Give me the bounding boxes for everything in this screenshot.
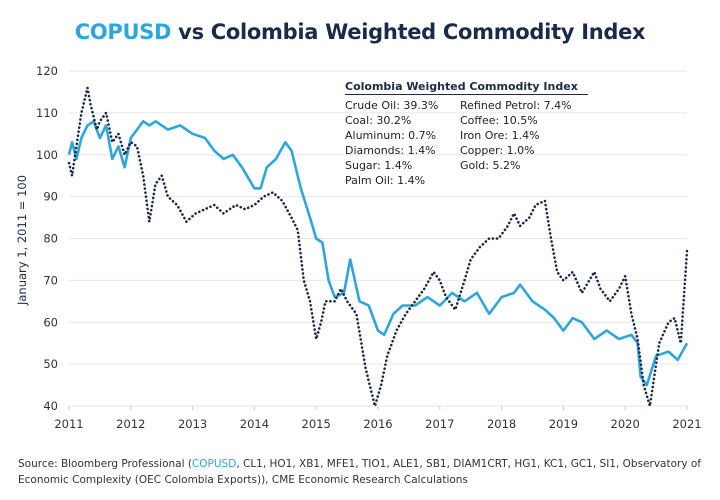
x-tick-label: 2011	[54, 417, 83, 431]
x-tick-label: 2013	[178, 417, 207, 431]
legend-item: Diamonds: 1.4%	[345, 144, 436, 157]
chart-title: COPUSD vs Colombia Weighted Commodity In…	[0, 20, 720, 44]
x-tick-label: 2019	[549, 417, 578, 431]
legend-item: Crude Oil: 39.3%	[345, 99, 439, 112]
x-tick-label: 2015	[302, 417, 331, 431]
y-tick-label: 60	[43, 315, 58, 329]
legend-item: Coffee: 10.5%	[460, 114, 538, 127]
y-tick-label: 110	[36, 106, 58, 120]
legend-item: Iron Ore: 1.4%	[460, 129, 540, 142]
x-axis-ticks: 2011 2012 2013 2014 2015 2016 2017 2018 2019 2020…	[54, 406, 702, 431]
x-tick-label: 2017	[425, 417, 454, 431]
source-prefix: Source: Bloomberg Professional (	[18, 458, 192, 470]
chart-title-rest: vs Colombia Weighted Commodity Index	[171, 20, 646, 44]
y-axis-ticks: 40 50 60 70 80 90 100 110 120	[36, 64, 58, 413]
gridlines	[69, 70, 687, 407]
source-suffix: , CL1, HO1, XB1, MFE1, TIO1, ALE1, SB1, …	[18, 458, 701, 486]
series-copusd-line	[67, 120, 689, 387]
legend-column-1: Crude Oil: 39.3% Coal: 30.2% Aluminum: 0.7…	[345, 98, 460, 188]
chart-title-highlight: COPUSD	[74, 20, 172, 44]
legend-item: Coal: 30.2%	[345, 114, 412, 127]
x-tick-label: 2014	[240, 417, 269, 431]
commodity-weights-legend: Colombia Weighted Commodity Index Crude …	[345, 80, 588, 188]
legend-item: Sugar: 1.4%	[345, 159, 413, 172]
x-tick-label: 2020	[611, 417, 640, 431]
x-tick-label: 2018	[487, 417, 516, 431]
x-tick-label: 2016	[363, 417, 392, 431]
y-tick-label: 70	[43, 273, 58, 287]
legend-title: Colombia Weighted Commodity Index	[345, 80, 588, 95]
source-note: Source: Bloomberg Professional (COPUSD, …	[18, 456, 708, 488]
legend-item: Refined Petrol: 7.4%	[460, 99, 572, 112]
legend-column-2: Refined Petrol: 7.4% Coffee: 10.5% Iron Or…	[460, 98, 572, 188]
y-tick-label: 40	[43, 399, 58, 413]
y-tick-label: 50	[43, 357, 58, 371]
y-tick-label: 80	[43, 232, 58, 246]
legend-item: Copper: 1.0%	[460, 144, 535, 157]
series-commodity-index-line	[67, 86, 689, 408]
x-tick-label: 2012	[116, 417, 145, 431]
source-highlight: COPUSD	[191, 458, 237, 470]
series-layer	[67, 86, 689, 408]
legend-item: Aluminum: 0.7%	[345, 129, 437, 142]
y-tick-label: 90	[43, 190, 58, 204]
y-tick-label: 100	[36, 148, 58, 162]
y-axis-label: January 1, 2011 = 100	[15, 175, 29, 306]
x-tick-label: 2021	[672, 417, 701, 431]
legend-item: Palm Oil: 1.4%	[345, 174, 426, 187]
legend-item: Gold: 5.2%	[460, 159, 521, 172]
y-tick-label: 120	[36, 64, 58, 78]
